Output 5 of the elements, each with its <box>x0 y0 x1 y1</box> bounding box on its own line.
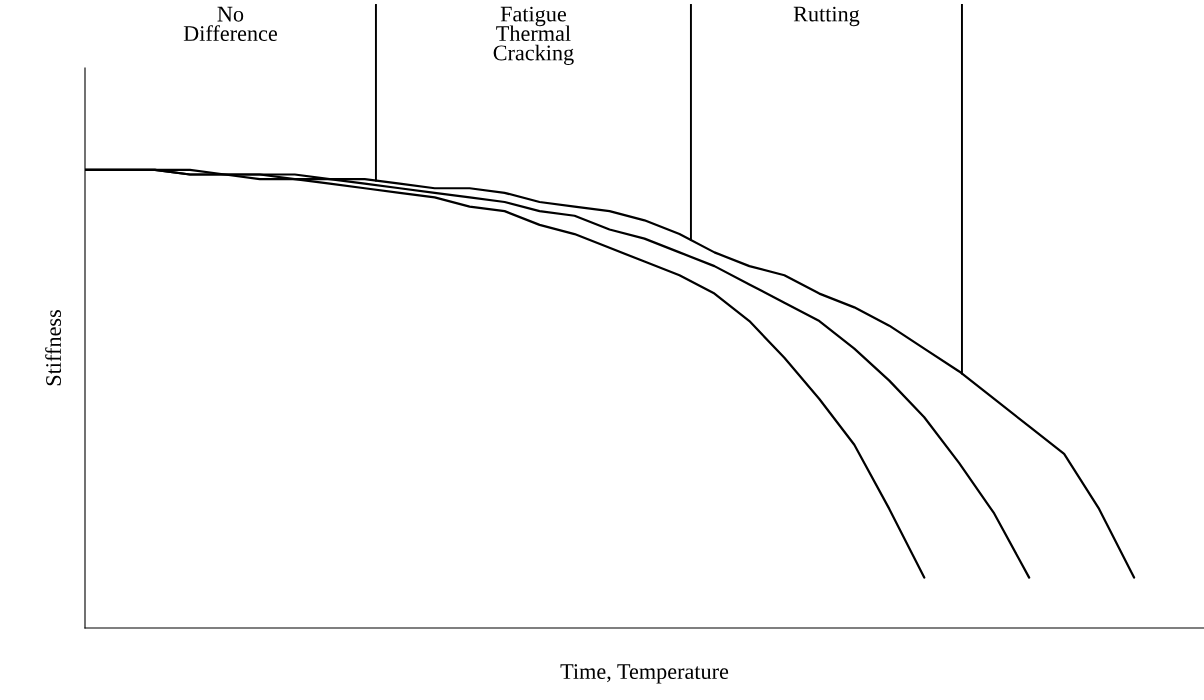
x-axis-title: Time, Temperature <box>560 664 729 684</box>
y-axis-title: Stiffness <box>45 310 62 386</box>
text: No Difference <box>183 6 277 42</box>
text: Fatigue Thermal Cracking <box>493 6 574 65</box>
text: Rutting <box>793 6 860 27</box>
